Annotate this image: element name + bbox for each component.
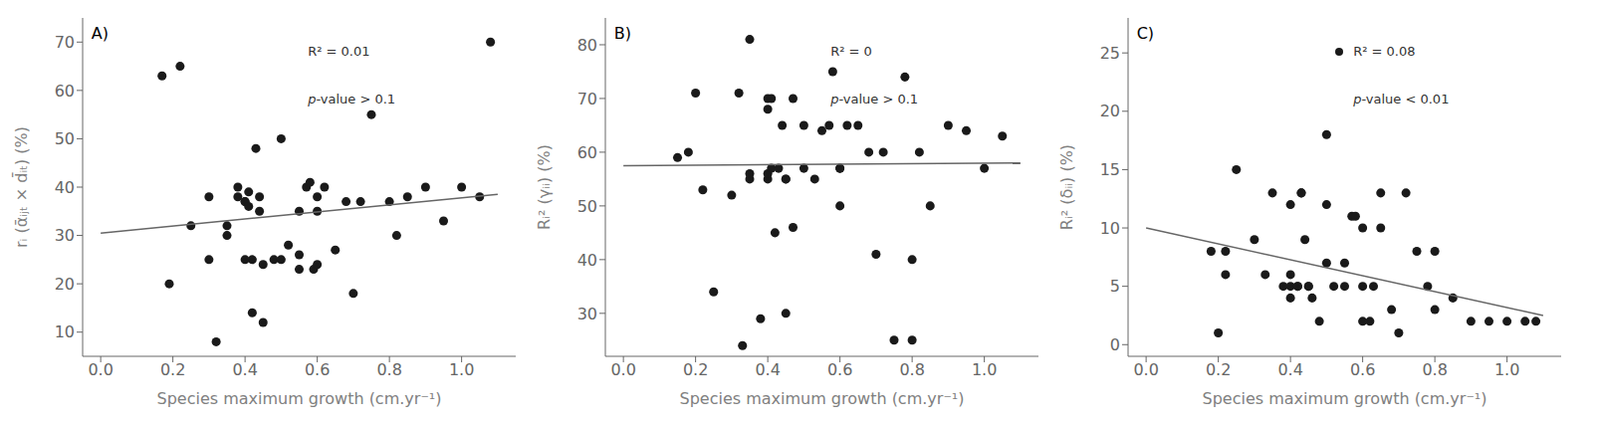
svg-text:0.6: 0.6 xyxy=(1350,360,1375,380)
svg-text:30: 30 xyxy=(54,226,75,245)
html-text:C): C) xyxy=(1136,23,1155,43)
svg-text:0.8: 0.8 xyxy=(1421,360,1447,380)
svg-text:0.0: 0.0 xyxy=(1133,360,1158,380)
html-text:R² = 0.01: R² = 0.01 xyxy=(307,43,370,59)
svg-text:0.0: 0.0 xyxy=(87,360,113,380)
svg-text:0.2: 0.2 xyxy=(1205,360,1231,380)
svg-text:1.0: 1.0 xyxy=(449,360,474,380)
html-text:B): B) xyxy=(614,23,632,43)
svg-text:Rᵢ² (γᵢᵢ) (%): Rᵢ² (γᵢᵢ) (%) xyxy=(534,144,554,230)
svg-text:Species maximum growth (cm.yr⁻: Species maximum growth (cm.yr⁻¹) xyxy=(680,389,965,409)
svg-text:15: 15 xyxy=(1100,160,1121,180)
svg-text:0.4: 0.4 xyxy=(1277,360,1303,380)
svg-text:40: 40 xyxy=(54,178,75,198)
svg-text:70: 70 xyxy=(577,89,598,109)
svg-text:0.8: 0.8 xyxy=(376,360,402,380)
svg-text:0.8: 0.8 xyxy=(899,360,924,380)
svg-text:5: 5 xyxy=(1110,276,1121,296)
svg-text:60: 60 xyxy=(577,143,598,163)
svg-text:80: 80 xyxy=(577,35,598,55)
html-text:p -value < 0.01: p -value < 0.01 xyxy=(1353,91,1450,107)
svg-text:0: 0 xyxy=(1110,335,1121,355)
svg-text:0.4: 0.4 xyxy=(754,360,780,380)
html-text:p -value > 0.1: p -value > 0.1 xyxy=(307,91,396,107)
html-text:R² = 0: R² = 0 xyxy=(830,43,873,59)
svg-text:0.6: 0.6 xyxy=(304,360,330,380)
svg-text:Species maximum growth (cm.yr⁻: Species maximum growth (cm.yr⁻¹) xyxy=(157,389,443,409)
svg-text:0.0: 0.0 xyxy=(610,360,636,380)
svg-text:Rᵢ² (δᵢᵢ) (%): Rᵢ² (δᵢᵢ) (%) xyxy=(1057,144,1077,230)
svg-text:40: 40 xyxy=(577,250,598,270)
svg-text:rᵢ (ᾱᵢⱼₜ × d̄ᵢₜ) (%): rᵢ (ᾱᵢⱼₜ × d̄ᵢₜ) (%) xyxy=(11,126,31,248)
svg-text:20: 20 xyxy=(54,274,75,294)
svg-text:0.2: 0.2 xyxy=(683,360,708,380)
html-text:R² = 0.08: R² = 0.08 xyxy=(1353,43,1416,59)
svg-text:50: 50 xyxy=(54,129,75,149)
svg-text:0.2: 0.2 xyxy=(160,360,186,380)
svg-text:Species maximum growth (cm.yr⁻: Species maximum growth (cm.yr⁻¹) xyxy=(1202,389,1488,409)
svg-text:60: 60 xyxy=(54,81,75,101)
svg-text:1.0: 1.0 xyxy=(971,360,997,380)
svg-text:10: 10 xyxy=(54,322,75,342)
svg-text:30: 30 xyxy=(577,304,598,324)
svg-text:20: 20 xyxy=(1100,101,1121,121)
html-text:p -value > 0.1: p -value > 0.1 xyxy=(830,91,919,107)
svg-text:1.0: 1.0 xyxy=(1494,360,1520,380)
svg-text:0.4: 0.4 xyxy=(231,360,257,380)
svg-text:50: 50 xyxy=(577,197,598,217)
svg-text:70: 70 xyxy=(54,32,75,52)
html-text:A): A) xyxy=(91,23,109,43)
svg-text:10: 10 xyxy=(1100,219,1121,238)
svg-text:25: 25 xyxy=(1100,43,1121,63)
svg-text:0.6: 0.6 xyxy=(827,360,853,380)
